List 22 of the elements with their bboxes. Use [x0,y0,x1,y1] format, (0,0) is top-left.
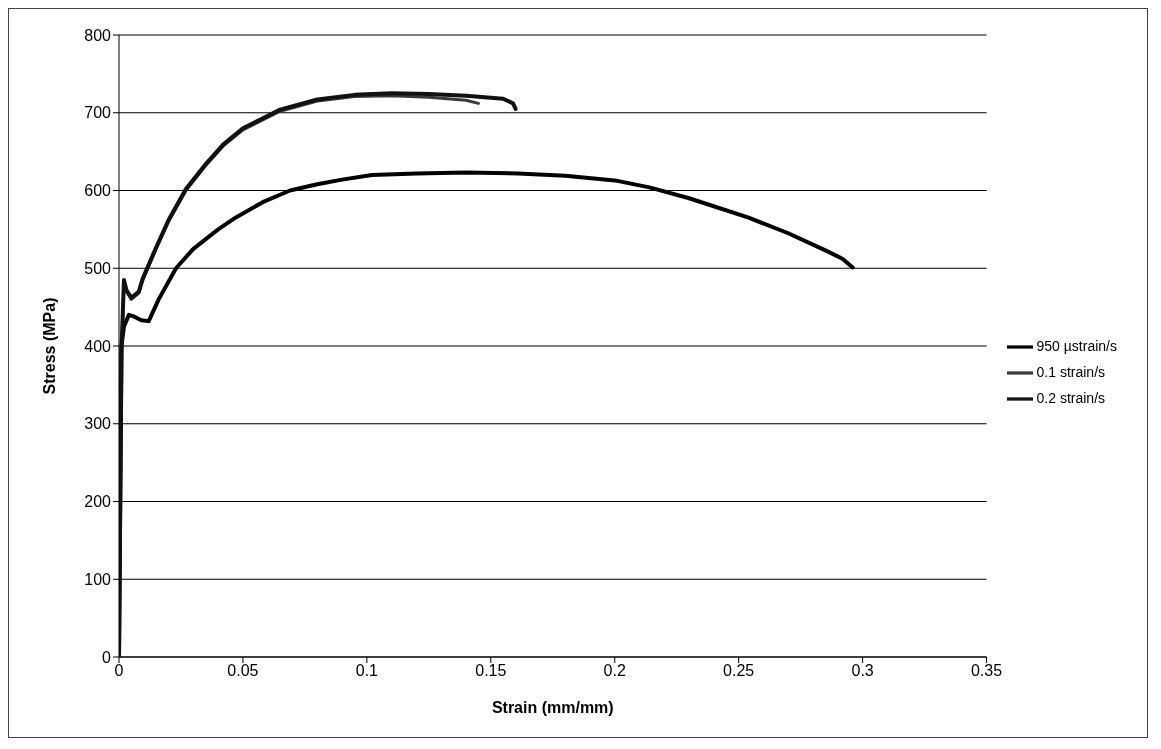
x-tick-label: 0.15 [475,662,507,680]
legend-label: 0.1 strain/s [1036,363,1106,380]
x-tick-label: 0.1 [355,662,379,680]
x-axis-title: Strain (mm/mm) [491,699,614,716]
legend-label: 0.2 strain/s [1036,389,1106,406]
y-tick-label: 500 [84,259,112,277]
y-tick-label: 200 [84,493,112,511]
x-tick-label: 0.3 [851,662,874,680]
x-tick-label: 0 [114,662,124,680]
y-tick-label: 700 [84,104,112,122]
y-tick-label: 300 [84,415,112,433]
y-tick-label: 0 [102,648,112,666]
x-tick-label: 0.05 [227,662,259,680]
y-tick-label: 600 [84,182,112,200]
x-tick-label: 0.25 [723,662,755,680]
y-tick-label: 800 [84,26,112,44]
legend-label: 950 µstrain/s [1036,337,1117,354]
y-tick-label: 400 [84,337,112,355]
x-tick-label: 0.35 [970,662,1003,680]
x-tick-label: 0.2 [603,662,626,680]
y-axis-title: Stress (MPa) [40,297,58,395]
y-tick-label: 100 [84,570,112,588]
